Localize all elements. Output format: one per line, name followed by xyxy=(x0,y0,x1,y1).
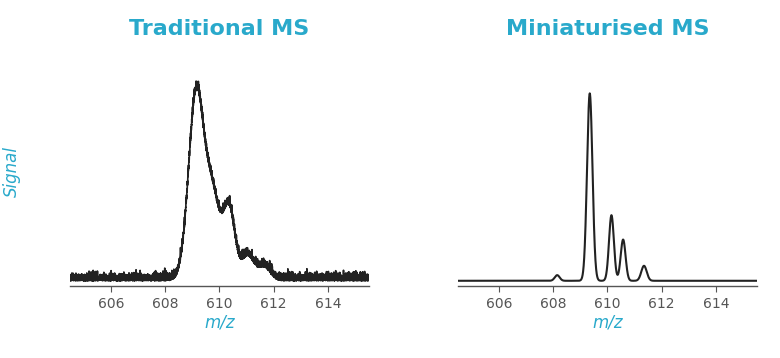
X-axis label: m/z: m/z xyxy=(204,314,235,332)
Title: Traditional MS: Traditional MS xyxy=(129,19,310,39)
Text: Signal: Signal xyxy=(2,146,21,197)
Title: Miniaturised MS: Miniaturised MS xyxy=(505,19,709,39)
X-axis label: m/z: m/z xyxy=(592,314,622,332)
